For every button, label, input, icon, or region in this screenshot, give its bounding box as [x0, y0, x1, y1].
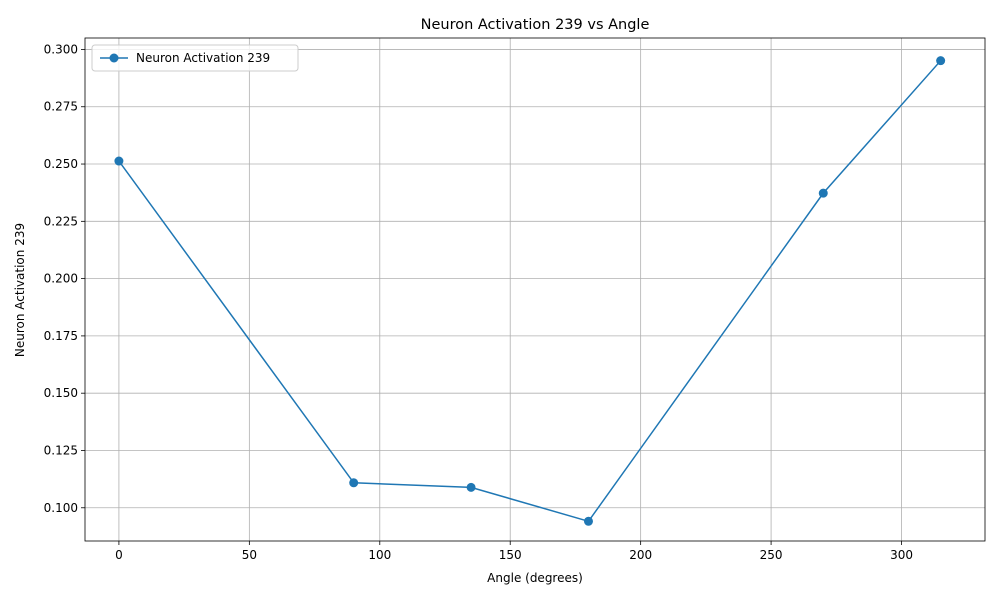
x-tick-label: 200: [629, 548, 652, 562]
data-point: [818, 188, 828, 198]
y-tick-label: 0.275: [44, 100, 78, 114]
legend-box: [91, 44, 299, 72]
data-point: [349, 478, 359, 488]
y-tick-label: 0.125: [44, 443, 78, 457]
legend-marker: [109, 53, 119, 63]
chart-title: Neuron Activation 239 vs Angle: [421, 17, 650, 33]
y-tick-label: 0.150: [44, 386, 78, 400]
y-tick-label: 0.225: [44, 214, 78, 228]
x-tick-label: 250: [760, 548, 783, 562]
x-tick-label: 50: [242, 548, 257, 562]
data-point: [466, 482, 476, 492]
x-tick-label: 150: [499, 548, 522, 562]
legend-label: Neuron Activation 239: [136, 51, 270, 65]
data-series: [114, 56, 946, 526]
legend: Neuron Activation 239: [91, 44, 299, 72]
x-axis-label: Angle (degrees): [487, 571, 583, 585]
grid-lines: [85, 38, 985, 541]
data-point: [583, 516, 593, 526]
x-tick-label: 300: [890, 548, 913, 562]
y-tick-label: 0.100: [44, 501, 78, 515]
data-point: [936, 56, 946, 66]
x-tick-label: 100: [368, 548, 391, 562]
series-line: [118, 60, 942, 523]
y-tick-label: 0.200: [44, 272, 78, 286]
y-tick-label: 0.175: [44, 329, 78, 343]
data-point: [114, 156, 124, 166]
x-tick-label: 0: [115, 548, 123, 562]
y-tick-label: 0.300: [44, 42, 78, 56]
y-tick-label: 0.250: [44, 157, 78, 171]
axis-ticks: 0 50 100 150 200 250 300 0.100 0.125 0.150 0.175 0.…: [44, 42, 913, 562]
y-axis-label: Neuron Activation 239: [13, 223, 27, 357]
plot-area-frame: [84, 37, 986, 542]
